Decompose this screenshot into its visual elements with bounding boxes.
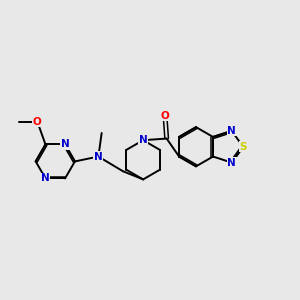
Text: N: N xyxy=(227,158,236,168)
Text: N: N xyxy=(41,173,50,183)
Text: N: N xyxy=(61,140,70,149)
Text: S: S xyxy=(239,142,247,152)
Text: N: N xyxy=(227,126,236,136)
Text: N: N xyxy=(139,135,148,145)
Text: N: N xyxy=(94,152,103,161)
Text: O: O xyxy=(160,111,169,121)
Text: O: O xyxy=(33,117,42,127)
